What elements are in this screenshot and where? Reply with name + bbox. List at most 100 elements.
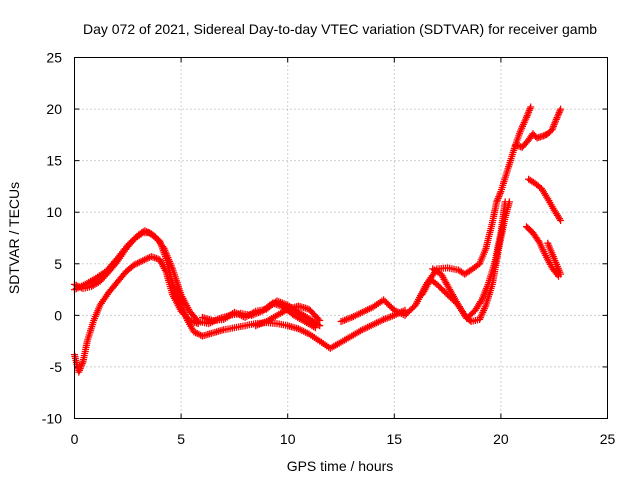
data-point [152, 233, 167, 251]
data-point [444, 264, 460, 274]
data-point [471, 298, 485, 314]
data-point [557, 105, 565, 113]
series-track-10 [525, 175, 565, 224]
x-tick-label: 0 [71, 431, 79, 447]
series-track-5 [252, 302, 324, 330]
data-point [113, 247, 128, 266]
data-point [294, 308, 311, 321]
data-point [241, 308, 258, 321]
data-point [548, 117, 560, 134]
data-point [493, 189, 504, 206]
data-point [326, 339, 343, 352]
data-point [523, 105, 534, 121]
data-point [550, 255, 564, 276]
data-point [273, 306, 290, 319]
data-point [531, 179, 544, 191]
x-tick-label: 15 [387, 431, 403, 447]
y-tick-label: 10 [46, 204, 62, 220]
data-point [427, 275, 439, 287]
data-point [544, 239, 557, 261]
data-point [523, 223, 536, 236]
data-point [348, 309, 364, 321]
data-point [544, 195, 557, 212]
data-point [96, 290, 111, 309]
data-point [147, 253, 162, 263]
data-point [162, 268, 176, 297]
y-tick-label: 0 [54, 307, 62, 323]
data-point [130, 230, 145, 243]
data-point [305, 315, 322, 328]
data-point [482, 283, 496, 309]
data-point [220, 310, 237, 323]
data-point [122, 262, 137, 276]
data-point [501, 198, 509, 206]
x-tick-label: 10 [280, 431, 296, 447]
data-point [550, 206, 563, 223]
data-point [145, 229, 158, 240]
data-point [401, 303, 418, 319]
data-point [252, 318, 269, 330]
x-axis-label: GPS time / hours [287, 458, 394, 474]
data-point [552, 107, 564, 123]
y-tick-label: 25 [46, 50, 62, 66]
data-point [540, 131, 550, 140]
data-point [96, 270, 111, 285]
x-tick-label: 5 [177, 431, 185, 447]
data-point [75, 360, 86, 376]
data-point [177, 307, 192, 323]
x-tick-label: 25 [600, 431, 616, 447]
y-tick-label: 5 [54, 256, 62, 272]
data-point [305, 305, 322, 323]
data-point [262, 312, 279, 325]
data-point [527, 103, 535, 111]
data-point [358, 322, 375, 334]
data-point [446, 286, 461, 307]
series-track-1 [71, 227, 409, 352]
data-point [337, 333, 354, 346]
data-point [169, 265, 184, 297]
data-point [429, 265, 443, 277]
data-point [92, 268, 109, 282]
data-point [488, 200, 500, 226]
data-point [177, 291, 193, 313]
data-point [535, 238, 549, 258]
data-point [529, 229, 542, 245]
data-point [467, 261, 482, 274]
data-point [358, 304, 375, 316]
data-point [83, 319, 97, 345]
data-point [491, 231, 504, 268]
data-point [105, 259, 120, 276]
data-point [284, 322, 301, 332]
plot-frame [74, 57, 608, 419]
y-tick-label: 20 [46, 101, 62, 117]
data-point [557, 217, 565, 224]
axis-ticks: 0 5 10 15 20 25 -10 -5 0 5 10 15 20 25 [42, 50, 616, 448]
data-point [316, 317, 324, 324]
series-track-11 [523, 223, 562, 280]
series-track-8 [429, 198, 509, 322]
data-point [113, 270, 128, 286]
data-point [230, 322, 247, 332]
data-point [369, 316, 386, 329]
y-tick-label: -10 [42, 411, 62, 427]
data-point [461, 267, 473, 278]
data-point [537, 185, 551, 201]
y-tick-label: 15 [46, 153, 62, 169]
data-point [510, 130, 523, 154]
data-point [503, 148, 517, 175]
data-point [79, 339, 91, 366]
data-point [348, 327, 364, 340]
data-point [484, 262, 498, 288]
data-point [518, 138, 531, 151]
data-point [273, 320, 290, 329]
data-point [557, 270, 565, 278]
data-point [130, 258, 145, 269]
data-point [88, 278, 102, 290]
data-point [476, 303, 489, 323]
y-axis-label: SDTVAR / TECUs [6, 182, 22, 294]
data-point [437, 270, 453, 292]
data-point [463, 308, 478, 322]
data-point [497, 169, 511, 196]
